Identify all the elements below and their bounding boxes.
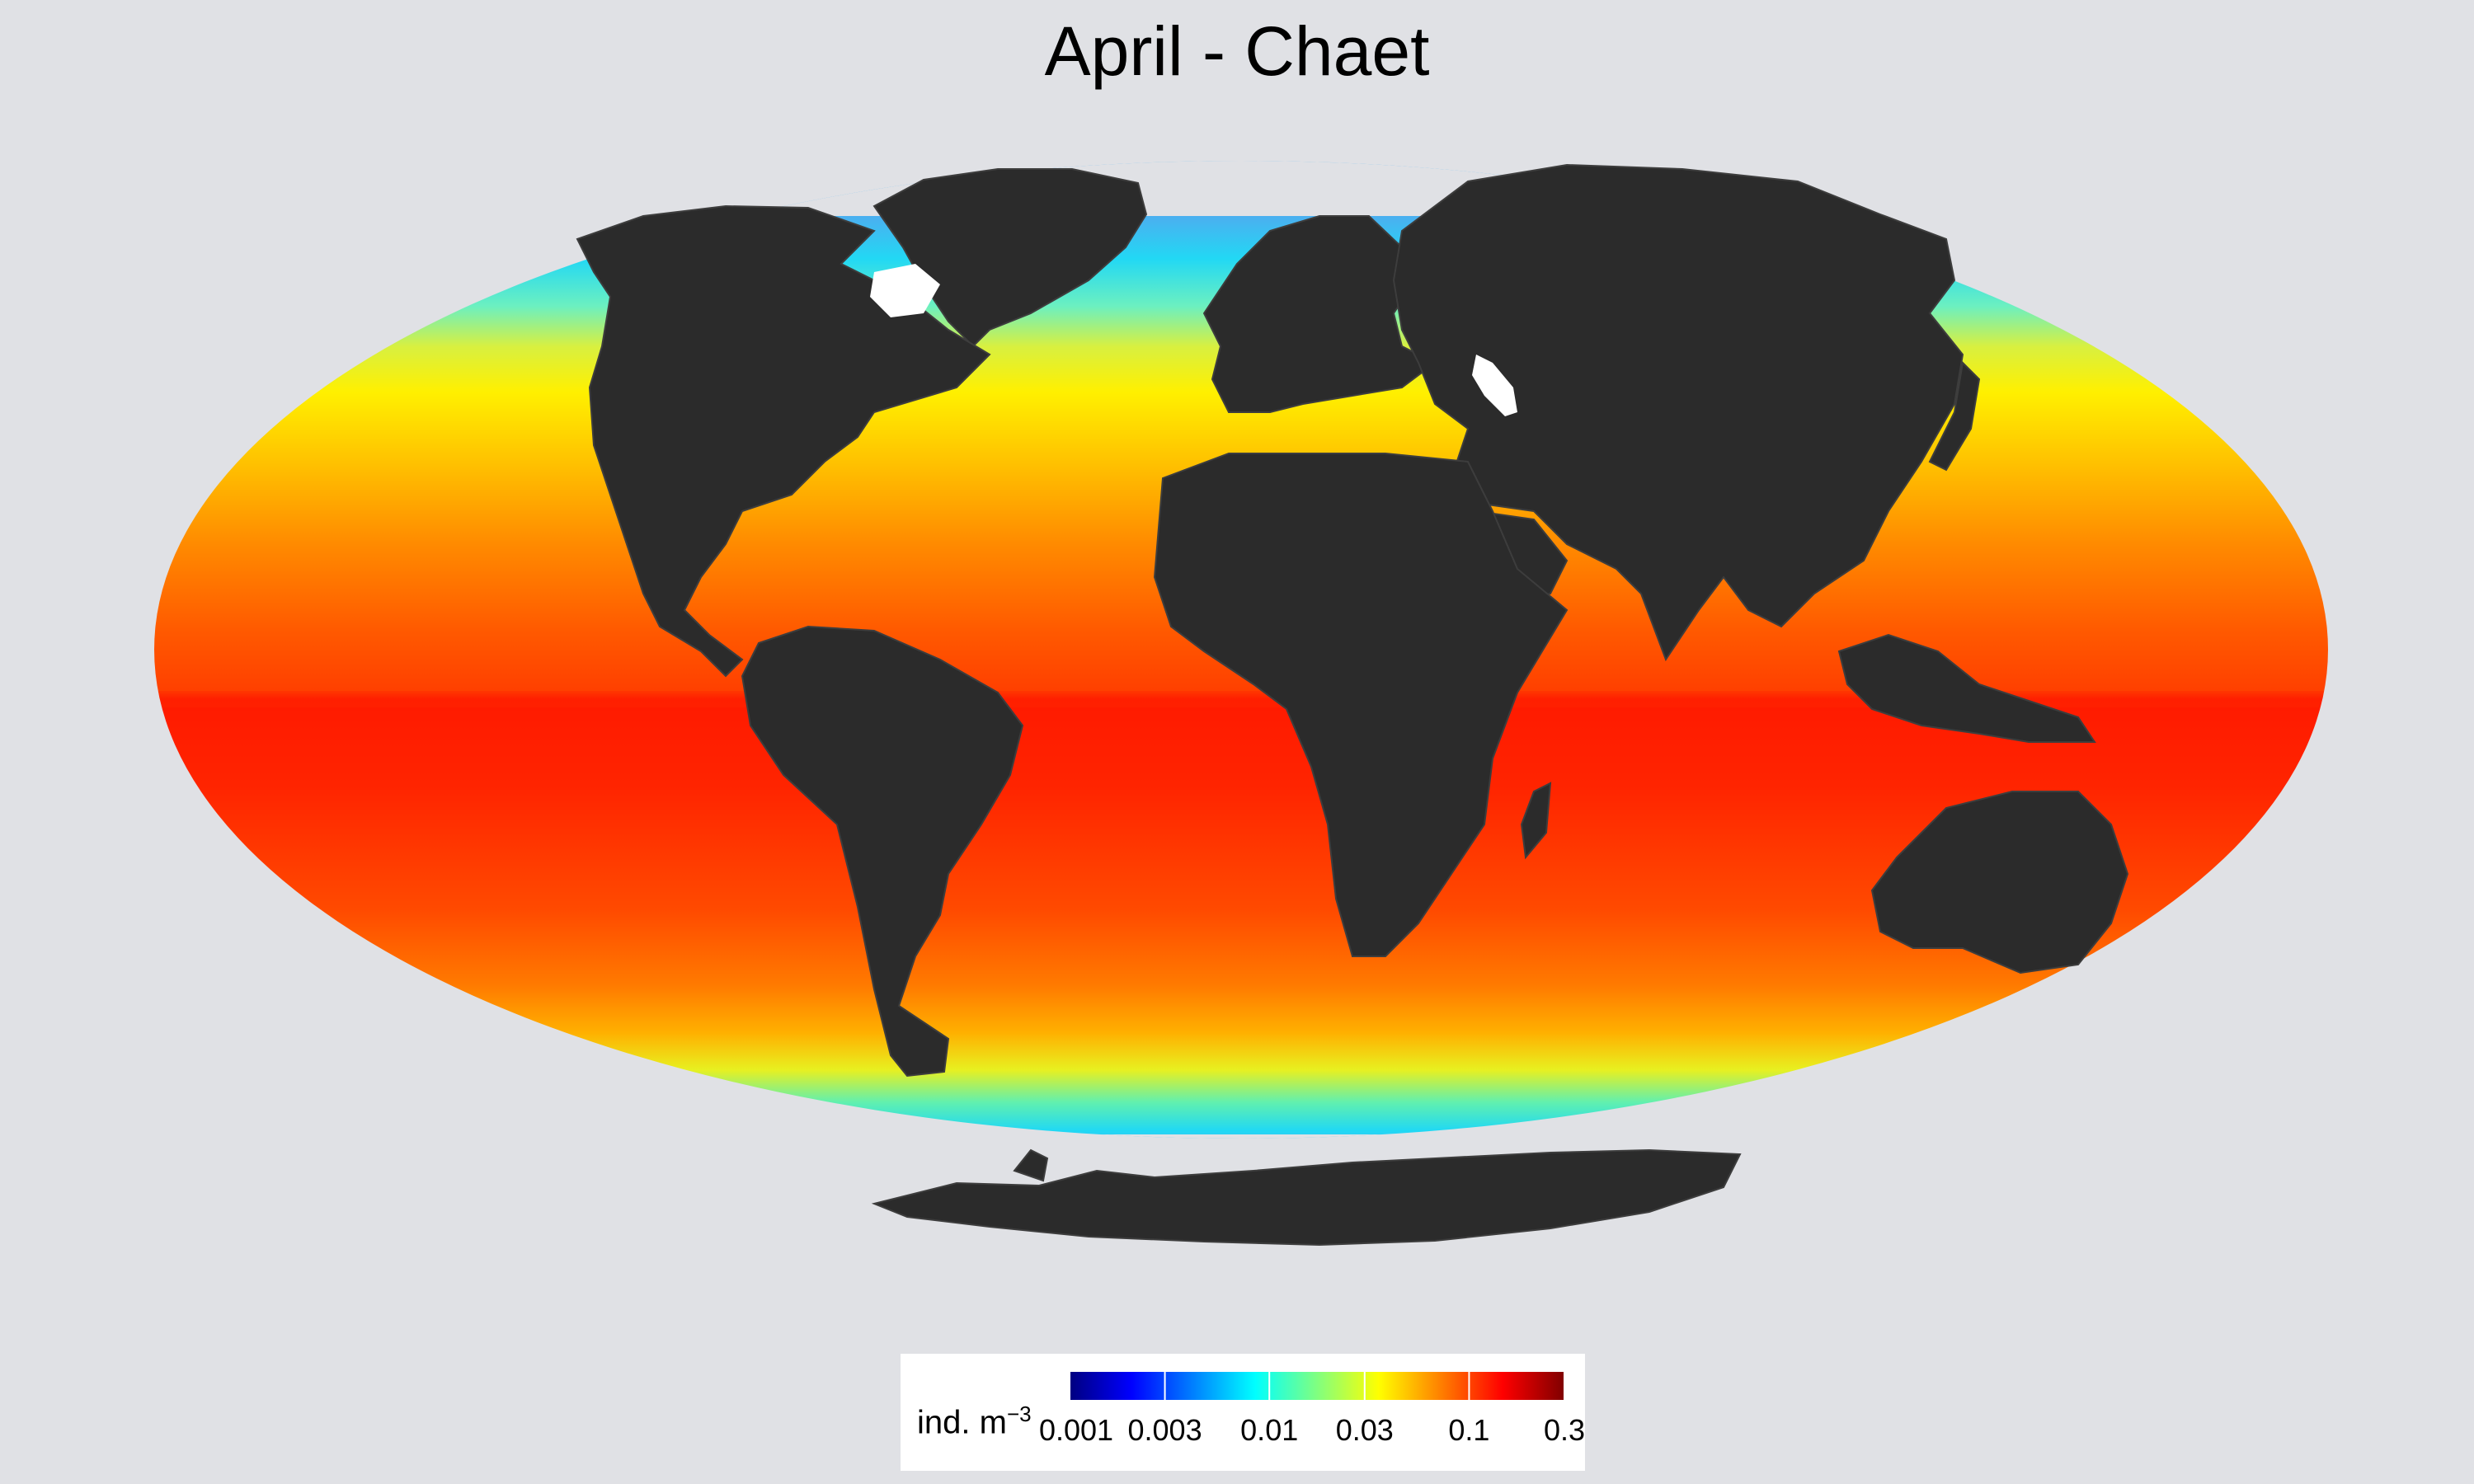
map-title: April - Chaet [1044,12,1430,90]
legend-unit-exponent: −3 [1006,1402,1032,1426]
legend-tick-label: 0.03 [1335,1413,1394,1447]
legend: ind. m−3 0.001 0.003 0.01 0.03 0.1 0.3 [901,1354,1585,1471]
madagascar [1520,782,1552,860]
north-polar-no-data [154,161,2328,216]
antarctic-peninsula [1013,1148,1049,1182]
africa [1153,453,1569,957]
north-america [576,204,991,678]
legend-tick-label: 0.3 [1543,1413,1586,1447]
equator-band [154,691,2328,707]
south-polar-no-data [154,1134,2328,1139]
land-layer [576,163,2129,1247]
japan [1928,360,1981,472]
legend-tick-label: 0.001 [1038,1413,1114,1447]
legend-colorbar [1070,1372,1564,1400]
legend-unit-text: ind. m [917,1404,1007,1441]
legend-tick-label: 0.01 [1240,1413,1299,1447]
legend-unit-label: ind. m−3 [917,1402,1032,1441]
legend-tick-label: 0.1 [1448,1413,1490,1447]
australia [1870,791,2129,974]
maritime-southeast-asia [1837,633,2096,743]
inland-features [870,264,1517,416]
legend-tick-label: 0.003 [1127,1413,1202,1447]
hudson-bay [870,264,940,317]
antarctica [871,1148,1742,1247]
south-america [741,625,1024,1078]
asia [1392,163,1964,662]
caspian-sea [1472,355,1517,416]
